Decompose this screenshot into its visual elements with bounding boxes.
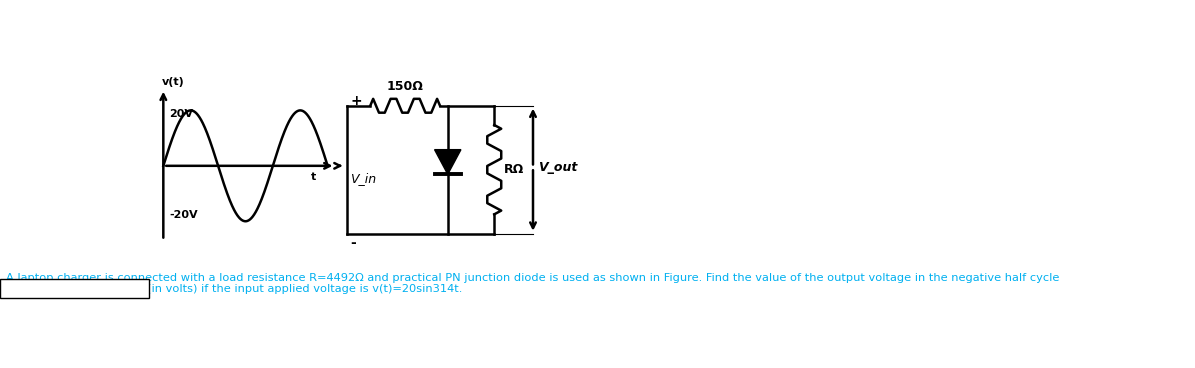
Text: (in volts) if the input applied voltage is v(t)=20sin314t.: (in volts) if the input applied voltage …	[147, 283, 462, 294]
Text: 150Ω: 150Ω	[387, 81, 423, 93]
Text: -: -	[350, 236, 356, 250]
Text: +: +	[350, 94, 362, 108]
Polygon shape	[435, 150, 461, 174]
Text: t: t	[311, 172, 315, 183]
Text: 20V: 20V	[170, 109, 194, 119]
Text: A laptop charger is connected with a load resistance R=4492Ω and practical PN ju: A laptop charger is connected with a loa…	[6, 273, 1059, 283]
Text: V_in: V_in	[350, 173, 376, 185]
Text: -20V: -20V	[170, 210, 198, 220]
Text: RΩ: RΩ	[503, 163, 523, 176]
Text: V_out: V_out	[539, 161, 578, 174]
Text: v(t): v(t)	[161, 77, 184, 87]
